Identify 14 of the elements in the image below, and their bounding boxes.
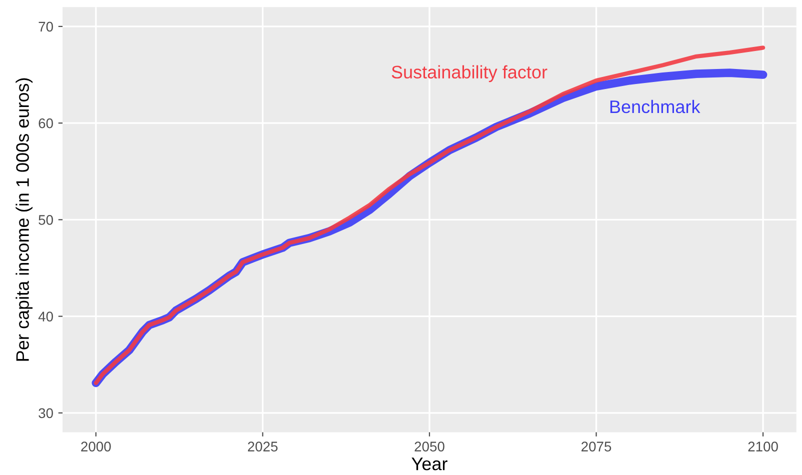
y-axis-title: Per capita income (in 1 000s euros): [16, 78, 33, 361]
x-tick-label: 2075: [582, 442, 612, 452]
x-tick-label: 2000: [81, 442, 111, 452]
x-axis-title: Year: [412, 458, 448, 470]
y-tick-label: 40: [38, 312, 53, 322]
series-label: Sustainability factor: [392, 65, 548, 82]
y-tick-label: 60: [38, 118, 53, 128]
x-tick-label: 2100: [748, 442, 778, 452]
y-tick-label: 30: [38, 408, 53, 418]
y-tick-label: 50: [38, 215, 53, 225]
y-tick-label: 70: [38, 22, 53, 32]
x-tick-label: 2025: [248, 442, 278, 452]
series-label: Benchmark: [610, 100, 700, 114]
x-tick-label: 2050: [414, 442, 444, 452]
